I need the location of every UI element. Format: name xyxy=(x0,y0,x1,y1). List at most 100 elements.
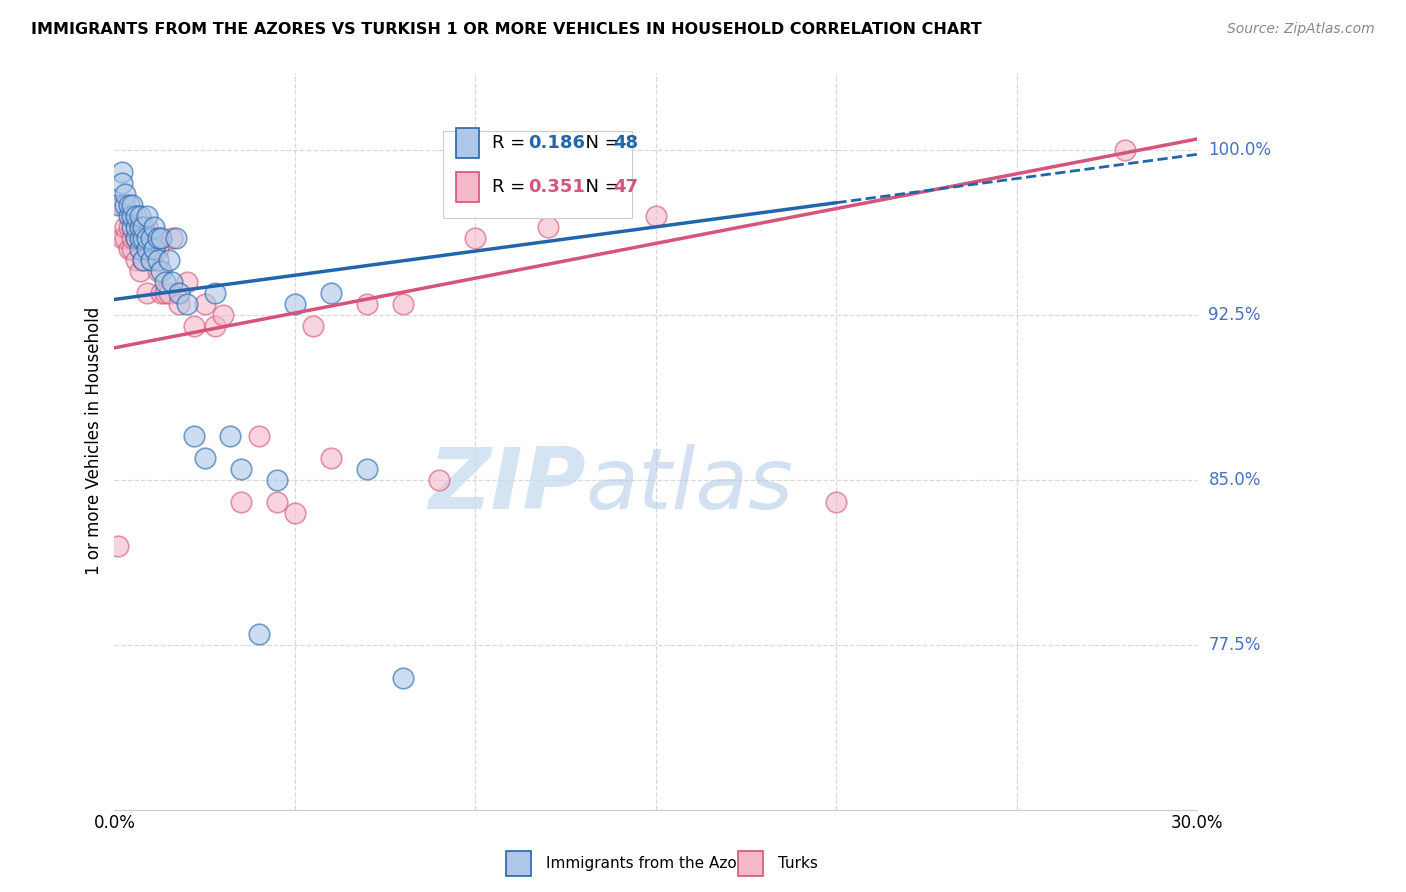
Text: 92.5%: 92.5% xyxy=(1209,306,1261,324)
Point xyxy=(247,626,270,640)
Point xyxy=(284,297,307,311)
Point xyxy=(160,275,183,289)
Point xyxy=(132,219,155,234)
Text: 100.0%: 100.0% xyxy=(1209,141,1271,159)
Point xyxy=(825,494,848,508)
Point xyxy=(118,242,141,256)
Point xyxy=(111,231,134,245)
Point xyxy=(319,285,342,300)
Point xyxy=(176,297,198,311)
Point xyxy=(121,219,143,234)
Text: R =: R = xyxy=(492,134,531,152)
Point xyxy=(153,275,176,289)
Point xyxy=(135,219,157,234)
Point xyxy=(132,231,155,245)
Point xyxy=(143,231,166,245)
Point xyxy=(135,242,157,256)
Point xyxy=(125,231,148,245)
Point xyxy=(118,209,141,223)
Text: IMMIGRANTS FROM THE AZORES VS TURKISH 1 OR MORE VEHICLES IN HOUSEHOLD CORRELATIO: IMMIGRANTS FROM THE AZORES VS TURKISH 1 … xyxy=(31,22,981,37)
Point xyxy=(160,231,183,245)
Text: N =: N = xyxy=(574,178,626,196)
Point xyxy=(114,186,136,201)
Text: 77.5%: 77.5% xyxy=(1209,636,1261,654)
Text: 47: 47 xyxy=(613,178,638,196)
Point xyxy=(114,198,136,212)
Point xyxy=(111,176,134,190)
Point xyxy=(118,198,141,212)
Point xyxy=(121,209,143,223)
Point xyxy=(132,231,155,245)
Point xyxy=(319,450,342,465)
Point xyxy=(125,219,148,234)
Point xyxy=(107,198,129,212)
Point xyxy=(219,429,242,443)
Bar xyxy=(456,128,479,158)
Text: 48: 48 xyxy=(613,134,638,152)
Point xyxy=(229,494,252,508)
Point xyxy=(128,242,150,256)
Point xyxy=(266,494,288,508)
Point xyxy=(146,264,169,278)
Text: atlas: atlas xyxy=(585,444,793,527)
Text: N =: N = xyxy=(574,134,626,152)
Point xyxy=(356,461,378,475)
Point xyxy=(135,209,157,223)
Point xyxy=(132,252,155,267)
Point xyxy=(143,242,166,256)
Point xyxy=(247,429,270,443)
Point xyxy=(143,242,166,256)
Point xyxy=(128,231,150,245)
Point xyxy=(157,285,180,300)
Text: Turks: Turks xyxy=(778,856,817,871)
Point xyxy=(211,308,233,322)
Point xyxy=(644,209,666,223)
Point xyxy=(392,297,415,311)
Point xyxy=(128,231,150,245)
Point xyxy=(114,231,136,245)
Point xyxy=(1114,143,1136,157)
Point xyxy=(229,461,252,475)
Point xyxy=(150,264,173,278)
Point xyxy=(128,264,150,278)
Point xyxy=(204,318,226,333)
Bar xyxy=(443,131,633,218)
Text: Source: ZipAtlas.com: Source: ZipAtlas.com xyxy=(1227,22,1375,37)
Text: R =: R = xyxy=(492,178,531,196)
Point xyxy=(132,252,155,267)
Point xyxy=(150,285,173,300)
Point xyxy=(165,231,187,245)
Point xyxy=(266,473,288,487)
Point xyxy=(135,231,157,245)
Point xyxy=(143,219,166,234)
Point xyxy=(536,219,558,234)
Point xyxy=(135,285,157,300)
Point xyxy=(302,318,325,333)
Point xyxy=(194,450,217,465)
Point xyxy=(128,209,150,223)
Point xyxy=(169,297,191,311)
Bar xyxy=(456,172,479,202)
Text: 0.351: 0.351 xyxy=(529,178,585,196)
Text: 85.0%: 85.0% xyxy=(1209,471,1261,489)
Point xyxy=(204,285,226,300)
Point xyxy=(125,252,148,267)
Point xyxy=(121,198,143,212)
Point xyxy=(464,231,486,245)
Point xyxy=(183,318,205,333)
Point xyxy=(107,539,129,553)
Point xyxy=(121,231,143,245)
Point xyxy=(284,506,307,520)
Point xyxy=(139,231,162,245)
Point xyxy=(427,473,450,487)
Text: Immigrants from the Azores: Immigrants from the Azores xyxy=(546,856,759,871)
Point xyxy=(150,231,173,245)
Point xyxy=(392,671,415,685)
Point xyxy=(157,252,180,267)
Point xyxy=(118,219,141,234)
Point xyxy=(356,297,378,311)
Point xyxy=(153,285,176,300)
Point xyxy=(183,429,205,443)
Point xyxy=(114,219,136,234)
Point xyxy=(146,252,169,267)
